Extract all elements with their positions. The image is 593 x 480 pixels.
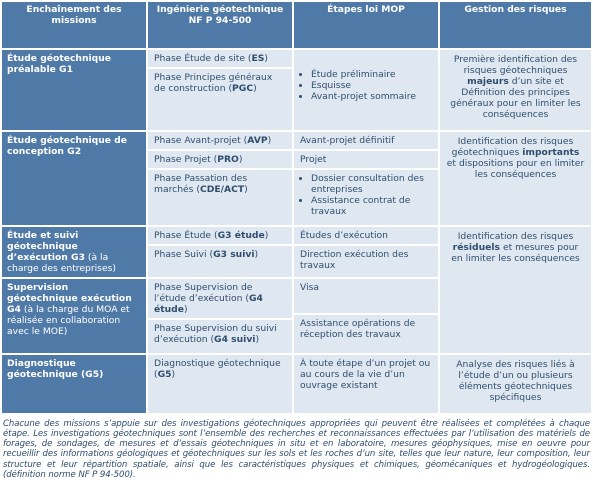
risk-g2: Identification des risques géotechniques… (440, 132, 591, 225)
moe-g5: À toute étape d’un projet ou au cours de… (294, 355, 438, 413)
phase-cell-g4: Phase Supervision de l’étude d’exécution… (148, 279, 292, 353)
mission-g2: Étude géotechnique de conception G2 (2, 132, 146, 225)
list-item: Avant-projet sommaire (311, 91, 432, 102)
table-row-g2: Étude géotechnique de conception G2 Phas… (2, 132, 591, 225)
missions-table: Enchaînement des missions Ingénierie géo… (0, 0, 593, 415)
moe-reception: Assistance opérations de réception des t… (300, 318, 416, 340)
header-row: Enchaînement des missions Ingénierie géo… (2, 2, 591, 48)
table-caption: Chacune des missions s’appuie sur des in… (3, 418, 590, 480)
phase-g3-etude: Phase Étude (G3 étude) (148, 227, 292, 246)
phase-cell-g1: Phase Étude de site (ES) Phase Principes… (148, 50, 292, 130)
phase-g3-suivi: Phase Suivi (G3 suivi) (154, 249, 259, 260)
phase-cell-g3: Phase Étude (G3 étude) Phase Suivi (G3 s… (148, 227, 292, 277)
table-row-g1: Étude géotechnique préalable G1 Phase Ét… (2, 50, 591, 130)
header-mop: Étapes loi MOP (294, 2, 438, 48)
mission-g4: Supervision géotechnique exécution G4 (à… (2, 279, 146, 353)
phase-act: Phase Passation des marchés (CDE/ACT) (154, 173, 248, 195)
header-ingenierie: Ingénierie géotechnique NF P 94-500 (148, 2, 292, 48)
phase-g4-suivi: Phase Supervision du suivi d’exécution (… (154, 323, 277, 345)
phase-avp: Phase Avant-projet (AVP) (148, 132, 292, 151)
phase-es: Phase Étude de site (ES) (148, 50, 292, 69)
list-item: Esquisse (311, 80, 432, 91)
header-missions: Enchaînement des missions (2, 2, 146, 48)
moe-act: Dossier consultation des entreprises Ass… (294, 170, 438, 220)
table-row-g4: Supervision géotechnique exécution G4 (à… (2, 279, 591, 353)
table-row-g3: Étude et suivi géotechnique d’exécution … (2, 227, 591, 353)
moe-g2: Avant-projet définitif Projet Dossier co… (294, 132, 438, 225)
risk-g1: Première identification des risques géot… (440, 50, 591, 130)
phase-pro: Phase Projet (PRO) (148, 151, 292, 170)
header-risques: Gestion des risques (440, 2, 591, 48)
risk-g5: Analyse des risques liés à l’étude d’un … (440, 355, 591, 413)
moe-avp: Avant-projet définitif (294, 132, 438, 151)
phase-cell-g2: Phase Avant-projet (AVP) Phase Projet (P… (148, 132, 292, 225)
moe-visa: Visa (294, 279, 438, 315)
phase-pgc: Phase Principes généraux de construction… (154, 72, 273, 94)
moe-etudes-execution: Études d’exécution (294, 227, 438, 246)
moe-g1: Étude préliminaire Esquisse Avant-projet… (294, 50, 438, 130)
list-item: Dossier consultation des entreprises (311, 173, 432, 195)
mission-g5: Diagnostique géotechnique (G5) (2, 355, 146, 413)
moe-g4: Visa Assistance opérations de réception … (294, 279, 438, 353)
list-item: Assistance contrat de travaux (311, 195, 432, 217)
moe-direction-execution: Direction exécution des travaux (300, 249, 409, 271)
mission-g3: Étude et suivi géotechnique d’exécution … (2, 227, 146, 277)
moe-g3: Études d’exécution Direction exécution d… (294, 227, 438, 277)
moe-pro: Projet (294, 151, 438, 170)
phase-g4-etude: Phase Supervision de l’étude d’exécution… (148, 279, 292, 320)
phase-g5: Diagnostique géotechnique (G5) (148, 355, 292, 413)
list-item: Étude préliminaire (311, 69, 432, 80)
mission-g1: Étude géotechnique préalable G1 (2, 50, 146, 130)
table-row-g5: Diagnostique géotechnique (G5) Diagnosti… (2, 355, 591, 413)
risk-g3-g4: Identification des risques résiduels et … (440, 227, 591, 353)
